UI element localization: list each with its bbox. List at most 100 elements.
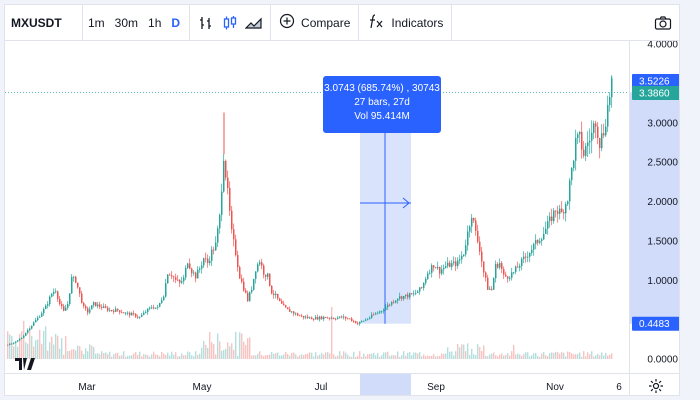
candle-body bbox=[253, 278, 255, 290]
candle bbox=[239, 265, 241, 279]
volume-bar bbox=[277, 352, 279, 359]
candle bbox=[579, 131, 581, 143]
candle-body bbox=[183, 277, 185, 282]
candle-body bbox=[519, 266, 521, 268]
candle-body bbox=[553, 210, 555, 221]
candle bbox=[131, 311, 133, 316]
volume-bar bbox=[137, 354, 139, 359]
volume-bar bbox=[567, 351, 569, 359]
price-tick-label: 3.0000 bbox=[647, 118, 678, 129]
candle bbox=[515, 265, 517, 275]
volume-bar bbox=[79, 346, 81, 359]
candle bbox=[513, 271, 515, 275]
volume-bar bbox=[305, 354, 307, 359]
volume-bar bbox=[517, 353, 519, 359]
volume-bar bbox=[225, 348, 227, 359]
volume-bar bbox=[43, 330, 45, 359]
candle-body bbox=[347, 318, 349, 320]
volume-bar bbox=[251, 355, 253, 359]
volume-bar bbox=[441, 353, 443, 359]
candle-body bbox=[377, 312, 379, 314]
volume-bar bbox=[273, 353, 275, 359]
candle-body bbox=[17, 340, 19, 342]
bar-chart-icon[interactable] bbox=[194, 11, 218, 35]
candle-body bbox=[327, 317, 329, 319]
volume-bar bbox=[591, 351, 593, 359]
candle-body bbox=[417, 291, 419, 293]
candle-body bbox=[289, 309, 291, 312]
candle bbox=[265, 274, 267, 282]
candle bbox=[93, 301, 95, 308]
candle-body bbox=[337, 317, 339, 319]
candle bbox=[147, 308, 149, 315]
camera-icon[interactable] bbox=[651, 11, 675, 35]
price-chart[interactable] bbox=[5, 41, 629, 373]
volume-bar bbox=[59, 348, 61, 359]
candle-body bbox=[47, 304, 49, 306]
candle-body bbox=[41, 313, 43, 317]
volume-bar bbox=[159, 356, 161, 359]
candle bbox=[31, 325, 33, 330]
candle bbox=[317, 314, 319, 321]
price-axis[interactable]: 4.00003.50003.00002.50002.00001.50001.00… bbox=[629, 41, 679, 373]
time-axis[interactable]: Mar May Jul Sep Nov 6 bbox=[5, 373, 629, 395]
candle bbox=[27, 328, 29, 335]
candle bbox=[177, 275, 179, 282]
candle bbox=[103, 303, 105, 309]
volume-bar bbox=[103, 353, 105, 359]
candle bbox=[557, 205, 559, 223]
interval-1m[interactable]: 1m bbox=[88, 15, 105, 30]
candle-body bbox=[25, 332, 27, 336]
candle bbox=[389, 303, 391, 307]
candle-body bbox=[529, 252, 531, 257]
candle-body bbox=[313, 319, 315, 320]
compare-button[interactable]: Compare bbox=[271, 5, 360, 41]
volume-bar bbox=[393, 354, 395, 359]
candle-body bbox=[31, 325, 33, 329]
volume-bar bbox=[9, 334, 11, 359]
candle bbox=[405, 294, 407, 299]
candle-body bbox=[149, 307, 151, 309]
indicators-button[interactable]: Indicators bbox=[359, 5, 453, 41]
candles-icon[interactable] bbox=[218, 11, 242, 35]
candle-body bbox=[343, 316, 345, 318]
symbol-search[interactable]: MXUSDT bbox=[5, 5, 83, 41]
interval-d[interactable]: D bbox=[171, 15, 181, 30]
volume-bar bbox=[611, 353, 613, 359]
candle-body bbox=[21, 337, 23, 339]
candle-body bbox=[315, 317, 317, 320]
candle bbox=[415, 289, 417, 296]
candle bbox=[483, 261, 485, 278]
candle-body bbox=[197, 269, 199, 279]
candle-body bbox=[101, 306, 103, 308]
candle-body bbox=[141, 314, 143, 317]
area-chart-icon[interactable] bbox=[242, 11, 266, 35]
candle-body bbox=[573, 160, 575, 169]
candle-body bbox=[445, 266, 447, 268]
volume-bar bbox=[373, 352, 375, 359]
volume-bar bbox=[467, 343, 469, 359]
candle-body bbox=[413, 293, 415, 295]
candle-body bbox=[81, 293, 83, 303]
candle bbox=[487, 274, 489, 290]
candle-body bbox=[37, 317, 39, 321]
volume-bar bbox=[153, 351, 155, 359]
volume-bar bbox=[167, 352, 169, 359]
candle bbox=[291, 311, 293, 314]
candle bbox=[365, 318, 367, 322]
candle-body bbox=[385, 307, 387, 310]
volume-bar bbox=[87, 351, 89, 359]
chart-pane[interactable]: 3.0743 (685.74%) , 30743 27 bars, 27d Vo… bbox=[5, 41, 629, 373]
interval-1h[interactable]: 1h bbox=[148, 15, 162, 30]
candle-body bbox=[241, 278, 243, 282]
volume-bar bbox=[535, 352, 537, 359]
candle-body bbox=[457, 260, 459, 266]
candle bbox=[567, 200, 569, 207]
candle bbox=[583, 141, 585, 159]
volume-bar bbox=[253, 355, 255, 359]
interval-30m[interactable]: 30m bbox=[114, 15, 139, 30]
gear-icon[interactable] bbox=[629, 373, 679, 395]
volume-bar bbox=[157, 354, 159, 359]
candle bbox=[305, 315, 307, 320]
candle bbox=[253, 278, 255, 291]
